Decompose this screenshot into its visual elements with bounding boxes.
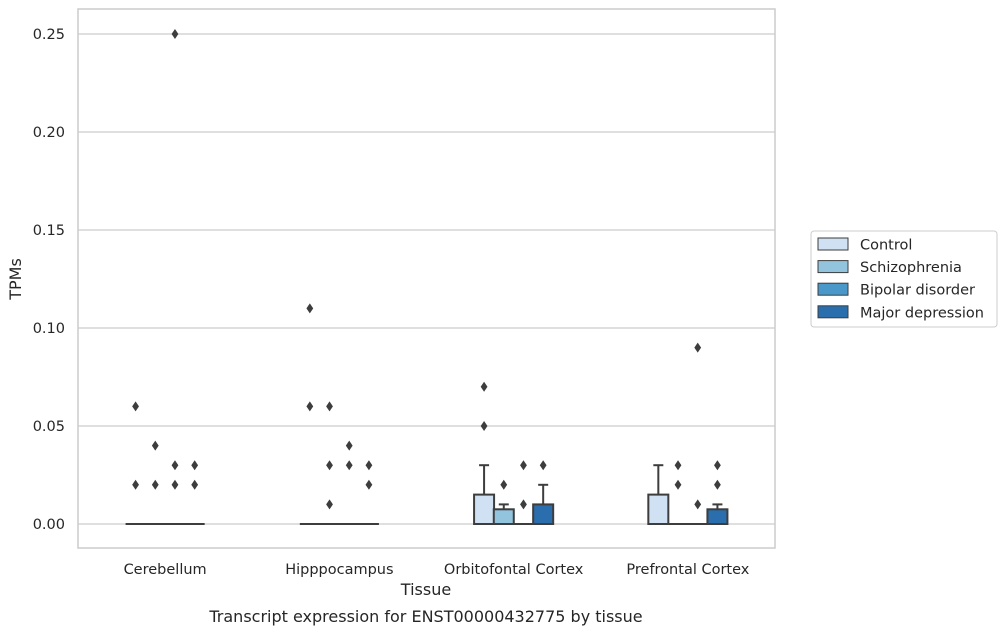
outlier-point	[674, 479, 682, 490]
outlier-point	[694, 499, 702, 510]
outlier-point	[191, 460, 199, 471]
x-tick-label: Hipppocampus	[285, 562, 393, 578]
legend-frame	[810, 230, 998, 328]
outlier-point	[345, 440, 353, 451]
legend-label: Schizophrenia	[860, 260, 962, 276]
chart-caption: Transcript expression for ENST0000043277…	[208, 607, 642, 626]
outlier-point	[694, 342, 702, 353]
series-schizophrenia	[145, 401, 689, 525]
x-tick-label: Cerebellum	[124, 562, 207, 578]
outlier-point	[539, 460, 547, 471]
outlier-point	[326, 401, 333, 412]
y-tick-label: 0.25	[33, 27, 65, 43]
y-tick-label: 0.05	[33, 419, 65, 435]
outlier-point	[480, 381, 488, 392]
y-tick-label: 0.15	[33, 223, 65, 239]
box-series	[125, 29, 729, 526]
x-axis-label: Tissue	[400, 580, 451, 599]
x-tick-label: Prefrontal Cortex	[626, 562, 749, 578]
outlier-point	[714, 460, 721, 471]
outlier-point	[480, 421, 488, 431]
legend-swatch	[817, 282, 849, 296]
outlier-point	[500, 479, 508, 490]
outlier-point	[326, 499, 333, 510]
outlier-point	[151, 440, 159, 451]
outlier-point	[132, 401, 139, 412]
outlier-point	[520, 460, 527, 471]
y-tick-label: 0.00	[33, 517, 65, 533]
box	[706, 508, 729, 525]
legend-label: Major depression	[860, 305, 984, 321]
legend-label: Bipolar disorder	[860, 283, 975, 299]
plot-frame	[77, 8, 776, 549]
outlier-point	[171, 29, 179, 39]
box	[532, 503, 555, 525]
box	[492, 508, 515, 525]
series-major-depression	[184, 460, 729, 525]
y-axis-label: TPMs	[6, 258, 25, 301]
outlier-point	[520, 499, 527, 510]
outlier-point	[171, 479, 179, 490]
outlier-point	[365, 479, 373, 490]
outlier-point	[151, 479, 159, 490]
outlier-point	[306, 303, 314, 314]
legend-swatch	[817, 237, 849, 251]
legend-swatch	[817, 305, 849, 319]
outlier-point	[171, 460, 179, 471]
outlier-point	[326, 460, 333, 471]
legend-label: Control	[860, 238, 912, 254]
outlier-point	[191, 479, 199, 490]
box	[647, 493, 670, 526]
y-tick-labels: 0.00 0.05 0.10 0.15 0.20 0.25	[33, 27, 65, 533]
outlier-point	[365, 460, 373, 471]
x-tick-label: Orbitofontal Cortex	[444, 562, 584, 578]
legend-swatch	[817, 260, 849, 274]
box	[473, 493, 496, 526]
y-tick-label: 0.20	[33, 125, 65, 141]
outlier-point	[345, 460, 353, 471]
series-control	[125, 303, 670, 526]
outlier-point	[714, 479, 721, 490]
outlier-point	[306, 401, 314, 412]
outlier-point	[132, 479, 139, 490]
x-tick-labels: Cerebellum Hipppocampus Orbitofontal Corte…	[124, 562, 750, 578]
legend: Control Schizophrenia Bipolar disorder Majo…	[810, 230, 998, 328]
outlier-point	[674, 460, 682, 471]
y-tick-label: 0.10	[33, 321, 65, 337]
series-bipolar-disorder	[164, 29, 708, 525]
